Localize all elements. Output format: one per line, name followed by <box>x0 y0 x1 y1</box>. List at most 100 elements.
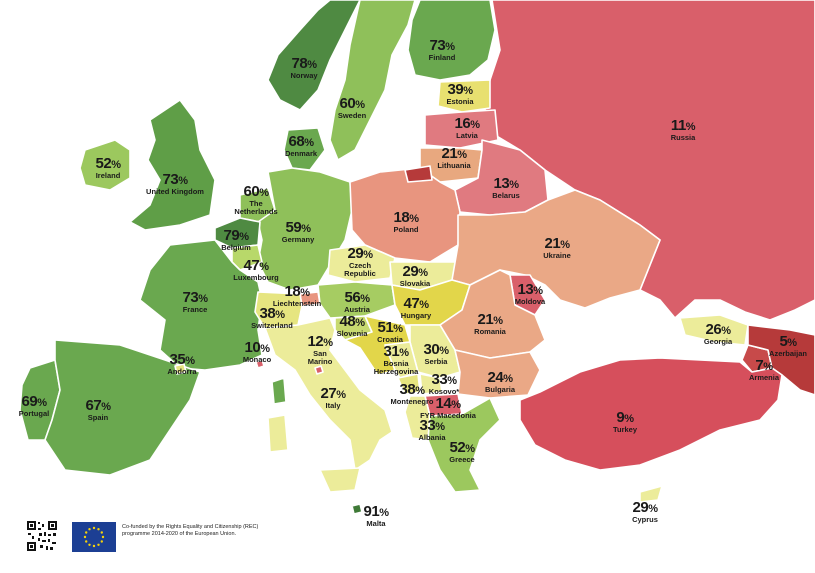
region-kosovo[interactable] <box>419 373 443 395</box>
name-lithuania: Lithuania <box>437 161 471 170</box>
name-united-kingdom: United Kingdom <box>146 187 204 196</box>
value-latvia: 16 <box>454 115 471 132</box>
value-croatia: 51 <box>377 319 394 336</box>
region-bulgaria[interactable] <box>454 349 541 399</box>
label-ukraine: 21% Ukraine <box>543 235 571 260</box>
label-cyprus: 29% Cyprus <box>632 499 658 524</box>
region-united-kingdom[interactable] <box>129 99 216 231</box>
name-austria: Austria <box>344 305 370 314</box>
name-italy: Italy <box>325 401 341 410</box>
region-malta[interactable] <box>351 503 363 515</box>
label-bosnia: 31% Bosnia Herzegovina <box>373 343 419 376</box>
label-austria: 56% Austria <box>344 289 370 314</box>
value-cyprus: 29 <box>632 499 649 516</box>
region-cyprus[interactable] <box>639 485 663 503</box>
label-estonia: 39% Estonia <box>446 81 474 106</box>
region-monaco[interactable] <box>255 359 265 369</box>
region-italy[interactable] <box>264 317 393 471</box>
eu-star-icon <box>101 535 105 539</box>
region-andorra[interactable] <box>174 363 187 375</box>
label-russia: 11% Russia <box>670 117 696 142</box>
name-portugal: Portugal <box>18 409 50 418</box>
value-italy: 27 <box>320 385 337 402</box>
value-malta: 91 <box>363 503 380 520</box>
label-serbia: 30% Serbia <box>423 341 449 366</box>
label-montenegro: 38% Montenegro <box>390 381 434 406</box>
region-montenegro[interactable] <box>397 373 421 395</box>
name-monaco: Monaco <box>242 355 272 364</box>
region-greece[interactable] <box>427 397 501 493</box>
value-germany: 59 <box>285 219 302 236</box>
value-belgium: 79 <box>223 227 240 244</box>
name-france: France <box>182 305 208 314</box>
value-austria: 56 <box>344 289 361 306</box>
value-finland: 73 <box>429 37 446 54</box>
region-france[interactable] <box>139 239 263 371</box>
region-latvia[interactable] <box>424 109 499 149</box>
value-czech-republic: 29 <box>347 245 364 262</box>
value-slovenia: 48 <box>339 313 356 330</box>
label-bulgaria: 24% Bulgaria <box>484 369 516 394</box>
region-azerbaijan[interactable] <box>747 324 815 396</box>
region-georgia[interactable] <box>679 314 749 346</box>
name-germany: Germany <box>281 235 315 244</box>
region-sweden[interactable] <box>329 0 416 161</box>
label-united-kingdom: 73% United Kingdom <box>146 171 204 196</box>
eu-star-icon <box>88 543 91 546</box>
region-austria[interactable] <box>317 281 396 319</box>
value-ukraine: 21 <box>544 235 561 252</box>
region-finland[interactable] <box>407 0 496 81</box>
region-norway[interactable] <box>267 0 361 111</box>
value-ireland: 52 <box>95 155 112 172</box>
name-turkey: Turkey <box>612 425 638 434</box>
name-luxembourg: Luxembourg <box>233 273 279 282</box>
region-san-marino[interactable] <box>314 365 324 375</box>
label-czech-republic: 29% Czech Republic <box>340 246 380 278</box>
value-kosovo: 33 <box>431 371 448 388</box>
eu-star-icon <box>85 540 88 543</box>
label-san-marino: 12% San Marino <box>302 334 338 366</box>
region-italy-sardinia <box>267 414 289 453</box>
region-czech-republic[interactable] <box>327 244 396 283</box>
name-sweden: Sweden <box>337 111 367 120</box>
eu-star-icon <box>85 531 88 534</box>
value-moldova: 13 <box>517 281 534 298</box>
label-hungary: 47% Hungary <box>400 295 432 320</box>
value-netherlands: 60 <box>243 183 260 200</box>
name-netherlands: The Netherlands <box>234 199 278 216</box>
value-slovakia: 29 <box>402 263 419 280</box>
label-andorra: 35% Andorra <box>167 351 197 376</box>
label-germany: 59% Germany <box>281 219 315 244</box>
eu-star-icon <box>97 543 100 546</box>
label-poland: 18% Poland <box>393 209 419 234</box>
label-italy: 27% Italy <box>320 385 346 410</box>
name-serbia: Serbia <box>424 357 448 366</box>
eu-star-icon <box>92 526 96 530</box>
value-bulgaria: 24 <box>487 369 504 386</box>
qr-code-icon[interactable] <box>26 520 58 552</box>
region-estonia[interactable] <box>437 79 491 113</box>
label-denmark: 68% Denmark <box>284 133 318 158</box>
region-turkey[interactable] <box>519 357 783 471</box>
region-croatia[interactable] <box>344 315 411 376</box>
value-romania: 21 <box>477 311 494 328</box>
name-fyr-macedonia: FYR Macedonia <box>420 411 476 420</box>
region-spain[interactable] <box>44 339 201 476</box>
name-liechtenstein: Liechtenstein <box>272 299 322 308</box>
value-turkey: 9 <box>616 409 625 426</box>
name-azerbaijan: Azerbaijan <box>769 349 807 358</box>
region-luxembourg[interactable] <box>231 244 263 271</box>
name-andorra: Andorra <box>167 367 197 376</box>
name-latvia: Latvia <box>456 131 478 140</box>
value-russia: 11 <box>670 117 686 134</box>
value-montenegro: 38 <box>399 381 416 398</box>
label-armenia: 7% Armenia <box>748 357 780 382</box>
value-san-marino: 12 <box>307 333 324 350</box>
label-finland: 73% Finland <box>428 37 456 62</box>
name-romania: Romania <box>474 327 506 336</box>
value-bosnia: 31 <box>383 343 400 360</box>
region-ireland[interactable] <box>79 139 131 191</box>
name-croatia: Croatia <box>377 335 403 344</box>
value-greece: 52 <box>449 439 466 456</box>
